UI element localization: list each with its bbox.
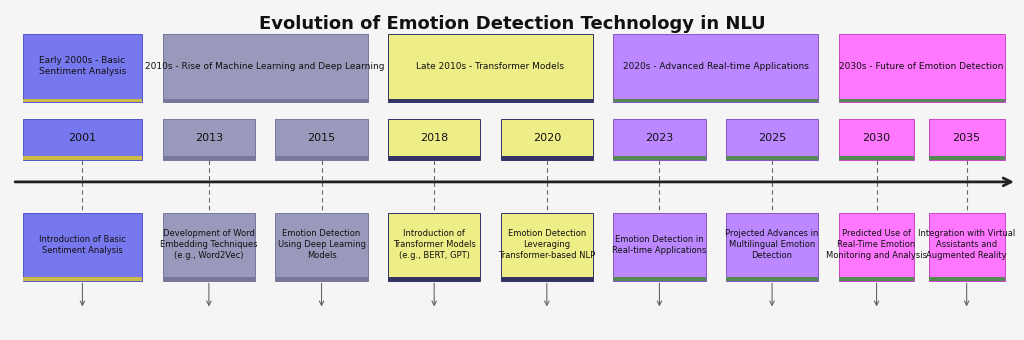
Bar [613,156,706,160]
Text: Late 2010s - Transformer Models: Late 2010s - Transformer Models [417,62,564,71]
Text: 2030s - Future of Emotion Detection: 2030s - Future of Emotion Detection [840,62,1004,71]
Text: 2030: 2030 [862,133,891,143]
Bar [163,156,255,160]
Text: 2020: 2020 [532,133,561,143]
Text: 2010s - Rise of Machine Learning and Deep Learning: 2010s - Rise of Machine Learning and Dee… [145,62,385,71]
Text: Emotion Detection
Leveraging
Transformer-based NLP: Emotion Detection Leveraging Transformer… [499,229,595,260]
Bar [501,119,593,160]
Bar [839,119,914,160]
Bar [839,99,1005,102]
Text: 2001: 2001 [69,133,96,143]
Bar [23,119,142,160]
Bar [275,119,368,160]
Bar [613,277,706,280]
Bar [388,99,593,102]
Bar [613,212,706,280]
Bar [23,99,142,102]
Bar [275,156,368,160]
Text: 2025: 2025 [758,133,786,143]
Bar [501,277,593,280]
Text: Integration with Virtual
Assistants and
Augmented Reality: Integration with Virtual Assistants and … [919,229,1015,260]
Bar [388,156,480,160]
Bar [388,277,480,280]
Bar [929,119,1005,160]
Bar [613,99,818,102]
Text: Early 2000s - Basic
Sentiment Analysis: Early 2000s - Basic Sentiment Analysis [39,56,126,76]
Text: Projected Advances in
Multilingual Emotion
Detection: Projected Advances in Multilingual Emoti… [725,229,819,260]
Bar [613,119,706,160]
Bar [163,277,255,280]
Bar [501,212,593,280]
Bar [726,156,818,160]
Bar [388,34,593,102]
Bar [163,99,368,102]
Bar [839,156,914,160]
Bar [163,212,255,280]
Text: 2018: 2018 [420,133,449,143]
Bar [23,156,142,160]
Bar [726,212,818,280]
Bar [929,212,1005,280]
Bar [613,34,818,102]
Bar [388,119,480,160]
Text: 2035: 2035 [952,133,981,143]
Bar [275,277,368,280]
Bar [163,34,368,102]
Text: Evolution of Emotion Detection Technology in NLU: Evolution of Emotion Detection Technolog… [259,15,765,33]
Text: Introduction of
Transformer Models
(e.g., BERT, GPT): Introduction of Transformer Models (e.g.… [393,229,475,260]
Bar [501,156,593,160]
Text: 2013: 2013 [195,133,223,143]
Text: Development of Word
Embedding Techniques
(e.g., Word2Vec): Development of Word Embedding Techniques… [160,229,258,260]
Text: Introduction of Basic
Sentiment Analysis: Introduction of Basic Sentiment Analysis [39,235,126,255]
Bar [839,212,914,280]
Bar [275,212,368,280]
Bar [839,34,1005,102]
Bar [23,34,142,102]
Text: 2020s - Advanced Real-time Applications: 2020s - Advanced Real-time Applications [623,62,809,71]
Bar [929,156,1005,160]
Text: Predicted Use of
Real-Time Emotion
Monitoring and Analysis: Predicted Use of Real-Time Emotion Monit… [826,229,927,260]
Text: Emotion Detection
Using Deep Learning
Models: Emotion Detection Using Deep Learning Mo… [278,229,366,260]
Text: Emotion Detection in
Real-time Applications: Emotion Detection in Real-time Applicati… [612,235,707,255]
Text: 2023: 2023 [645,133,674,143]
Bar [726,277,818,280]
Bar [23,212,142,280]
Bar [388,212,480,280]
Bar [23,277,142,280]
Text: 2015: 2015 [307,133,336,143]
Bar [726,119,818,160]
Bar [839,277,914,280]
Bar [163,119,255,160]
Bar [929,277,1005,280]
